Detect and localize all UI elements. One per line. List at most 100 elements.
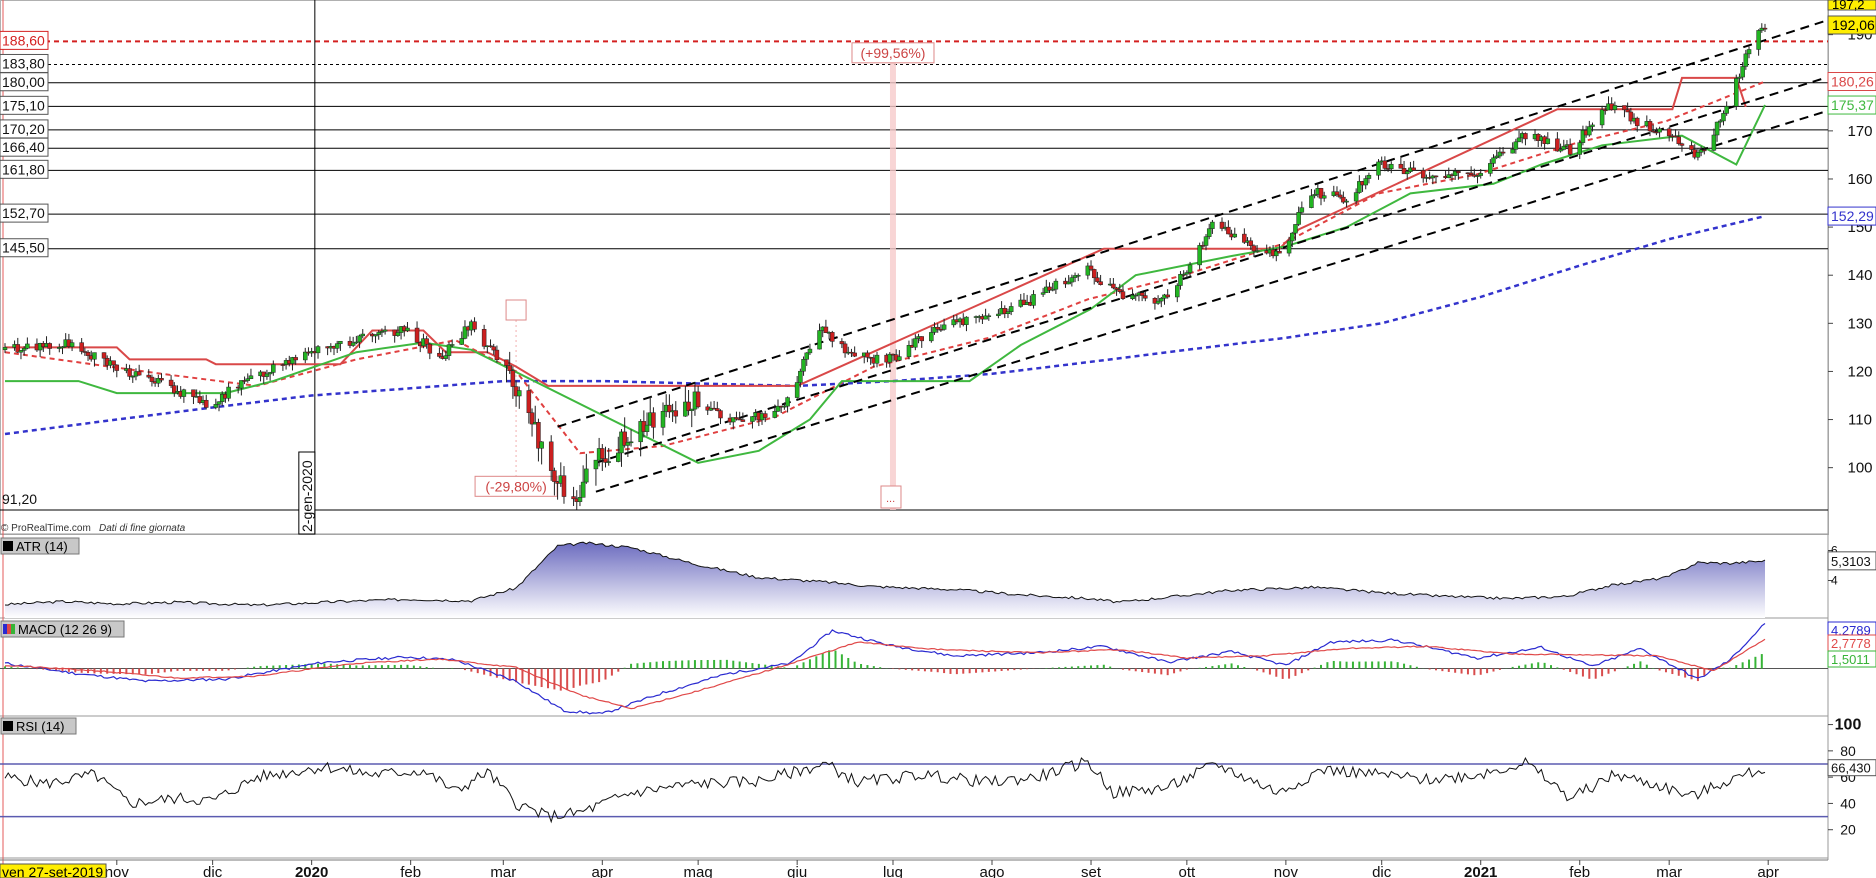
candle xyxy=(504,359,509,366)
candle xyxy=(338,340,343,344)
candle xyxy=(494,349,500,361)
last-price-box xyxy=(1827,15,1876,35)
candle xyxy=(69,342,75,347)
candle xyxy=(1318,188,1324,199)
candle xyxy=(1737,76,1742,79)
candle xyxy=(941,324,947,330)
candle xyxy=(1139,292,1145,296)
candle xyxy=(1405,171,1410,175)
candle xyxy=(1398,163,1404,169)
candle xyxy=(986,315,992,318)
candle xyxy=(1066,281,1071,285)
candle xyxy=(111,360,116,366)
candle xyxy=(1558,149,1563,152)
candle xyxy=(1309,195,1314,208)
candle xyxy=(1446,174,1452,179)
candle xyxy=(1165,294,1170,298)
candle xyxy=(271,364,276,373)
candle xyxy=(226,386,231,399)
candle xyxy=(1143,295,1148,299)
candle xyxy=(571,496,576,500)
candle xyxy=(25,343,30,349)
candle xyxy=(1210,221,1215,229)
rsi-title: RSI (14) xyxy=(16,719,64,734)
candle xyxy=(382,329,388,332)
candle xyxy=(798,370,803,383)
candle xyxy=(1555,138,1560,152)
candle xyxy=(1337,194,1343,198)
trend-channel-lower xyxy=(595,110,1826,493)
x-tick-label: dic xyxy=(1372,864,1392,878)
candle xyxy=(1468,172,1474,176)
macd-value-box xyxy=(1827,650,1876,668)
candle xyxy=(1628,111,1634,122)
candle xyxy=(1647,121,1653,132)
macd-title: MACD (12 26 9) xyxy=(18,622,112,637)
price-y-axis: 100110120130140150160170180190 xyxy=(1828,27,1873,477)
x-tick-label: mar xyxy=(490,864,516,878)
candle xyxy=(127,368,132,377)
trend-channel-upper xyxy=(557,20,1826,428)
candle xyxy=(1366,174,1372,179)
candle xyxy=(718,410,723,419)
top-label: 197,2 xyxy=(1832,0,1865,12)
candle xyxy=(1625,109,1630,113)
candle xyxy=(887,353,893,363)
x-axis: nov dic 2020 feb mar apr mag giu lug ago set ott nov… xyxy=(0,859,1828,878)
candle xyxy=(561,475,567,497)
candle xyxy=(130,375,136,378)
candle xyxy=(913,338,918,348)
candle xyxy=(172,385,177,394)
atr-last-label: 5,3103 xyxy=(1831,554,1871,569)
candle xyxy=(376,332,381,335)
level-label-box xyxy=(0,95,49,115)
candle xyxy=(264,373,270,377)
candle xyxy=(350,342,356,346)
level-label: 183,80 xyxy=(2,55,45,71)
bottom-level-label: 91,20 xyxy=(2,491,37,507)
annotation-label: (-29,80%) xyxy=(485,478,546,494)
candle xyxy=(695,391,701,408)
candle xyxy=(874,354,880,364)
candle xyxy=(1711,134,1717,151)
candle xyxy=(651,412,656,428)
rsi-swatch xyxy=(3,721,13,731)
candle xyxy=(1232,233,1238,238)
candle xyxy=(1500,151,1506,154)
candle xyxy=(1053,280,1059,290)
candle xyxy=(865,352,870,358)
candle xyxy=(1251,245,1257,252)
atr-last-box xyxy=(1827,551,1876,571)
candle xyxy=(1254,250,1260,252)
candle xyxy=(750,416,755,422)
candle xyxy=(1724,106,1729,114)
candle xyxy=(1599,109,1605,126)
candle xyxy=(929,332,934,342)
candle xyxy=(92,352,97,360)
candle xyxy=(449,344,455,346)
x-tick-label: 2021 xyxy=(1464,864,1497,878)
macd-value-label: 1,5011 xyxy=(1831,652,1870,667)
candle xyxy=(842,343,848,354)
candle xyxy=(801,359,806,372)
candle xyxy=(1516,137,1522,143)
candle xyxy=(1488,163,1493,174)
candle xyxy=(1702,149,1707,152)
candle xyxy=(548,441,554,471)
candle xyxy=(951,319,956,326)
candle xyxy=(830,332,835,342)
candle xyxy=(60,346,65,349)
candle xyxy=(1657,128,1662,133)
candle xyxy=(21,348,27,351)
trend-channel xyxy=(557,20,1826,493)
candle xyxy=(1634,117,1640,127)
candle xyxy=(1676,136,1682,145)
x-tick-label: giu xyxy=(787,864,807,878)
candle xyxy=(1299,207,1305,213)
rsi-y-tick-label: 100 xyxy=(1835,717,1862,734)
price-y-tick-label: 130 xyxy=(1847,315,1872,332)
x-tick-label: apr xyxy=(1757,864,1779,878)
candle xyxy=(156,378,161,384)
